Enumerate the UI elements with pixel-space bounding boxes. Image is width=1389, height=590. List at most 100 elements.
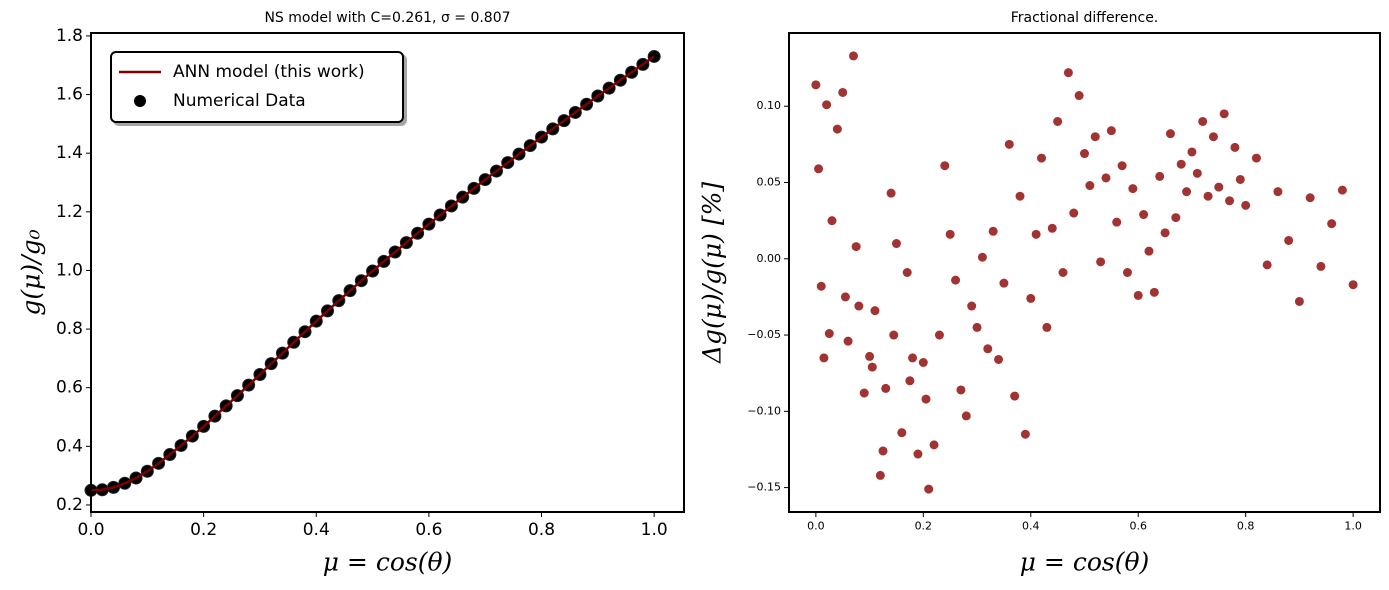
point — [1251, 153, 1261, 163]
x-tick-label: 0.8 — [1237, 520, 1255, 533]
point — [1219, 109, 1229, 119]
point — [929, 440, 939, 450]
point — [875, 470, 885, 480]
point — [1294, 296, 1304, 306]
x-tick-label: 0.0 — [77, 520, 104, 540]
point — [961, 411, 971, 421]
legend-box — [110, 51, 404, 123]
point — [1149, 287, 1159, 297]
y-tick-label: 0.2 — [56, 495, 83, 515]
chart-title: NS model with C=0.261, σ = 0.807 — [264, 10, 510, 26]
x-tick-label: 0.6 — [415, 520, 442, 540]
point — [1187, 147, 1197, 157]
point — [1165, 129, 1175, 139]
y-tick-label: 0.6 — [56, 378, 83, 398]
chart-title: Fractional difference. — [1011, 10, 1159, 26]
point — [1128, 184, 1138, 194]
x-tick-label: 0.2 — [190, 520, 217, 540]
point — [832, 124, 842, 134]
point — [956, 385, 966, 395]
point — [1284, 235, 1294, 245]
point — [1106, 126, 1116, 136]
point — [1004, 139, 1014, 149]
point — [1080, 149, 1089, 159]
point — [945, 229, 955, 239]
y-tick-label: 0.10 — [757, 99, 782, 112]
point — [838, 87, 848, 97]
point — [851, 242, 861, 252]
point — [972, 322, 982, 332]
point — [951, 275, 961, 285]
point — [1144, 246, 1154, 256]
point — [1096, 257, 1106, 267]
point — [865, 351, 875, 361]
y-tick-label: 0.4 — [56, 436, 83, 456]
point — [1348, 280, 1358, 290]
x-tick-label: 0.0 — [807, 520, 825, 533]
point — [1069, 208, 1079, 218]
point — [816, 281, 826, 291]
legend-label: Numerical Data — [173, 91, 306, 111]
x-axis-label: μ = cos(θ) — [1020, 548, 1150, 577]
x-axis-label: μ = cos(θ) — [323, 548, 453, 577]
point — [891, 239, 901, 249]
point — [1230, 142, 1240, 152]
point — [822, 100, 832, 110]
point — [1015, 191, 1025, 201]
point — [824, 329, 834, 339]
plot-frame — [90, 32, 685, 513]
point — [1337, 185, 1347, 195]
point — [1026, 293, 1036, 303]
y-tick-label: −0.15 — [747, 481, 781, 494]
point — [881, 383, 891, 393]
point — [1192, 168, 1202, 178]
point — [1010, 391, 1020, 401]
point — [1225, 196, 1235, 206]
point — [918, 358, 928, 368]
x-tick-label: 1.0 — [641, 520, 668, 540]
point — [1208, 132, 1218, 142]
point — [1176, 159, 1186, 169]
y-tick-label: 0.00 — [757, 252, 782, 265]
point — [1031, 229, 1041, 239]
point — [878, 446, 888, 456]
y-tick-label: 1.6 — [56, 85, 83, 105]
point — [1155, 171, 1165, 181]
y-tick-label: −0.10 — [747, 404, 781, 417]
point — [1085, 181, 1095, 191]
legend-label: ANN model (this work) — [173, 62, 365, 82]
point — [843, 336, 853, 346]
line — [90, 55, 655, 492]
point — [1112, 217, 1122, 227]
point — [1273, 187, 1283, 197]
point — [1101, 173, 1111, 183]
point — [1090, 132, 1100, 142]
point — [1214, 182, 1224, 192]
point — [994, 354, 1004, 364]
point — [1139, 210, 1149, 220]
point — [1133, 290, 1143, 300]
point — [1327, 219, 1337, 229]
point — [967, 301, 977, 311]
point — [819, 353, 829, 363]
x-tick-label: 0.4 — [1022, 520, 1040, 533]
point — [1171, 213, 1181, 223]
point — [840, 292, 850, 302]
y-tick-label: 0.05 — [757, 175, 782, 188]
point — [913, 449, 923, 459]
point — [827, 216, 837, 226]
point — [1262, 260, 1272, 270]
point — [1058, 268, 1068, 277]
point — [897, 428, 907, 438]
y-axis-label: Δg(μ)/g(μ) [%] — [698, 182, 727, 364]
point — [848, 51, 858, 61]
point — [1053, 116, 1063, 126]
point — [934, 330, 944, 340]
point — [859, 388, 869, 398]
y-tick-label: 1.0 — [56, 260, 83, 280]
point — [814, 164, 824, 174]
point — [924, 484, 934, 494]
point — [908, 353, 918, 363]
point — [867, 362, 877, 372]
